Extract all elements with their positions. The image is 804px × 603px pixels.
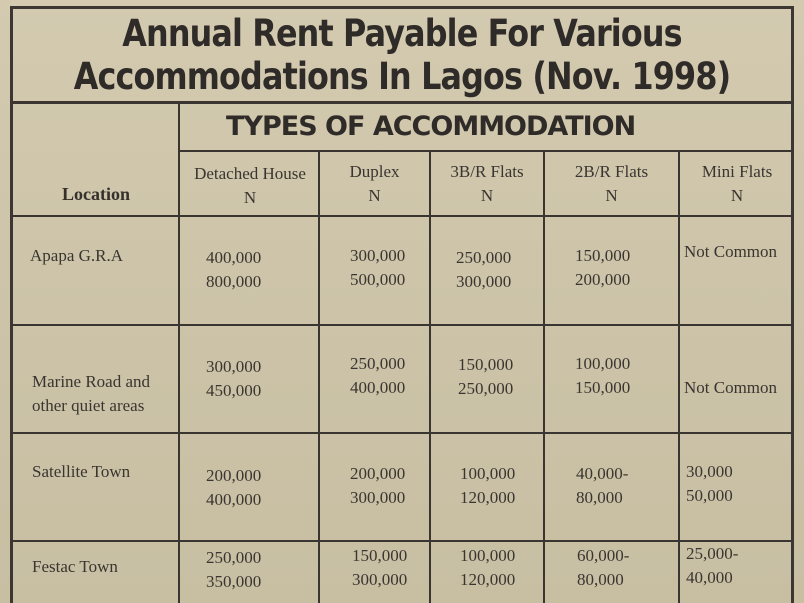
title-line-1: Annual Rent Payable For Various	[122, 12, 682, 55]
cell-mini: 30,000 50,000	[686, 460, 733, 508]
col-header-label: 3B/R Flats	[450, 162, 524, 181]
cell-value: 200,000	[350, 464, 406, 483]
cell-value: 120,000	[460, 488, 516, 507]
cell-value: 150,000	[352, 546, 408, 565]
col-header-unit: N	[243, 188, 257, 207]
cell-2br: 100,000 150,000	[575, 352, 630, 400]
col-header-label: Duplex	[349, 162, 400, 181]
table-title: Annual Rent Payable For Various Accommod…	[56, 12, 747, 98]
table-frame	[10, 6, 794, 603]
rule-row-1	[10, 324, 794, 326]
col-header-label: Mini Flats	[701, 162, 773, 181]
col-header-mini: Mini Flats N	[680, 160, 794, 208]
cell-value: 450,000	[206, 381, 262, 400]
cell-duplex: 150,000 300,000	[352, 544, 407, 592]
rule-below-title	[10, 101, 794, 104]
cell-value: 80,000	[576, 488, 623, 507]
row-location-line: Marine Road and	[32, 372, 151, 391]
cell-value: 250,000	[456, 248, 512, 267]
col-header-duplex: Duplex N	[320, 160, 429, 208]
cell-duplex: 200,000 300,000	[350, 462, 405, 510]
row-location: Apapa G.R.A	[30, 246, 124, 265]
cell-value: 25,000-	[686, 544, 739, 563]
cell-2br: 150,000 200,000	[575, 244, 630, 292]
cell-value: 300,000	[352, 570, 408, 589]
cell-value: 150,000	[575, 378, 631, 397]
cell-3br: 100,000 120,000	[460, 462, 515, 510]
cell-value: Not Common	[684, 378, 778, 397]
cell-value: 250,000	[350, 354, 406, 373]
cell-value: 100,000	[575, 354, 631, 373]
col-header-unit: N	[480, 186, 494, 205]
col-header-label: Detached House	[194, 164, 306, 183]
cell-value: 300,000	[350, 246, 406, 265]
cell-2br: 40,000- 80,000	[576, 462, 628, 510]
cell-3br: 100,000 120,000	[460, 544, 515, 592]
col-divider-1	[318, 150, 320, 603]
cell-mini: 25,000- 40,000	[686, 542, 738, 590]
cell-value: 250,000	[206, 548, 262, 567]
cell-value: 100,000	[460, 546, 516, 565]
location-header: Location	[61, 184, 130, 204]
col-header-detached: Detached House N	[182, 162, 318, 210]
row-location: Satellite Town	[32, 462, 131, 481]
row-location: Festac Town	[32, 557, 118, 576]
cell-value: 400,000	[206, 490, 262, 509]
cell-value: 400,000	[350, 378, 406, 397]
cell-value: 80,000	[577, 570, 624, 589]
rule-row-2	[10, 432, 794, 434]
col-divider-2	[429, 150, 431, 603]
cell-value: 300,000	[456, 272, 512, 291]
col-header-label: 2B/R Flats	[574, 162, 649, 181]
cell-value: 60,000-	[577, 546, 630, 565]
cell-detached: 300,000 450,000	[206, 355, 261, 403]
cell-value: 150,000	[458, 355, 514, 374]
cell-value: 100,000	[460, 464, 516, 483]
col-header-3br: 3B/R Flats N	[431, 160, 543, 208]
cell-duplex: 300,000 500,000	[350, 244, 405, 292]
cell-value: 200,000	[575, 270, 631, 289]
cell-value: 300,000	[350, 488, 406, 507]
col-header-2br: 2B/R Flats N	[545, 160, 678, 208]
cell-value: 40,000-	[576, 464, 629, 483]
rule-below-types	[180, 150, 794, 152]
col-header-unit: N	[368, 186, 381, 205]
col-header-unit: N	[730, 186, 744, 205]
cell-value: 250,000	[458, 379, 514, 398]
row-location-line: other quiet areas	[32, 396, 145, 415]
cell-value: 400,000	[206, 248, 262, 267]
cell-value: 300,000	[206, 357, 262, 376]
cell-value: 800,000	[206, 272, 262, 291]
title-line-2: Accommodations In Lagos (Nov. 1998)	[73, 55, 731, 98]
cell-value: 120,000	[460, 570, 516, 589]
col-divider-location	[178, 104, 180, 603]
col-header-unit: N	[605, 186, 618, 205]
cell-value: 30,000	[686, 462, 733, 481]
cell-value: 150,000	[575, 246, 631, 265]
cell-mini: Not Common	[684, 240, 777, 264]
col-divider-4	[678, 150, 680, 603]
row-location: Marine Road and other quiet areas	[32, 370, 150, 418]
rule-row-3	[10, 540, 794, 542]
cell-value: Not Common	[684, 242, 778, 261]
cell-detached: 250,000 350,000	[206, 546, 261, 594]
cell-value: 50,000	[686, 486, 733, 505]
cell-3br: 250,000 300,000	[456, 246, 511, 294]
cell-2br: 60,000- 80,000	[577, 544, 629, 592]
cell-detached: 200,000 400,000	[206, 464, 261, 512]
col-divider-3	[543, 150, 545, 603]
types-heading: TYPES OF ACCOMMODATION	[226, 111, 636, 142]
cell-value: 40,000	[686, 568, 733, 587]
cell-value: 200,000	[206, 466, 262, 485]
rule-below-header	[10, 215, 794, 217]
cell-detached: 400,000 800,000	[206, 246, 261, 294]
cell-value: 500,000	[350, 270, 406, 289]
cell-3br: 150,000 250,000	[458, 353, 513, 401]
cell-value: 350,000	[206, 572, 262, 591]
cell-duplex: 250,000 400,000	[350, 352, 405, 400]
cell-mini: Not Common	[684, 376, 777, 400]
